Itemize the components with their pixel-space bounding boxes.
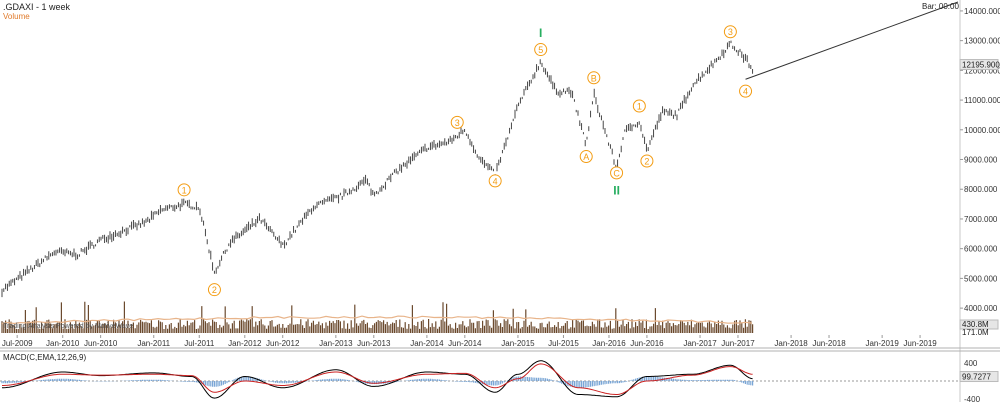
time-tick-label: Jan-2011: [137, 339, 170, 348]
wave-label-text: 2: [212, 285, 217, 295]
macd-panel: 400 -400 99.7277: [1, 359, 999, 404]
time-tick-label: Jan-2012: [228, 339, 262, 348]
price-tick-label: 10000.000: [964, 126, 1000, 135]
price-series: [1, 40, 754, 298]
wave-label-circle: [587, 71, 601, 85]
price-bars: [1, 40, 754, 298]
volume-ma-label: 171.0M: [962, 328, 989, 337]
price-tick-label: 4000.000: [964, 304, 998, 313]
wave-label-circle: [739, 84, 753, 98]
wave-label-circle: [610, 166, 624, 180]
wave-label-text: 5: [538, 45, 543, 55]
time-tick-label: Jun-2014: [448, 339, 482, 348]
price-tick-label: 9000.000: [964, 156, 998, 165]
wave-label-text: 4: [743, 87, 748, 97]
wave-label-text: 4: [493, 176, 498, 186]
volume-bar-series: [1, 301, 754, 333]
wave-label-text: 3: [728, 27, 733, 37]
wave-label-circle: [579, 150, 593, 164]
macd-last-label: 99.7277: [962, 373, 991, 382]
wave-label-circle: [207, 283, 221, 297]
wave-label-text: B: [591, 73, 597, 83]
wave-label-circle: [534, 43, 548, 57]
time-tick-label: Jul-2009: [2, 339, 33, 348]
volume-last-label: 430.8M: [962, 320, 989, 329]
last-price-box: [959, 59, 999, 71]
wave-label-circle: [723, 25, 737, 39]
time-tick-label: Jun-2017: [721, 339, 755, 348]
bar-info: Bar: 00:00: [922, 2, 959, 11]
price-tick-label: 14000.000: [964, 7, 1000, 16]
time-tick-label: Jun-2013: [357, 339, 391, 348]
time-tick-label: Jun-2016: [630, 339, 664, 348]
wave-label-text: 2: [644, 157, 649, 167]
price-tick-label: 8000.000: [964, 185, 998, 194]
time-tick-label: Jun-2010: [84, 339, 118, 348]
time-tick-label: Jan-2015: [501, 339, 535, 348]
projection-line: [745, 1, 959, 80]
price-tick-label: 12000.000: [964, 66, 1000, 75]
wave-labels: 1 2 3 4 5 I A B C II 1 2 3 4: [177, 25, 753, 297]
wave-label-text: 1: [637, 102, 642, 112]
wave-label-text: 3: [455, 118, 460, 128]
wave-label-major: II: [613, 184, 620, 198]
wave-label-text: C: [613, 168, 620, 178]
volume-moving-average: [1, 315, 753, 325]
time-tick-label: Jan-2017: [683, 339, 717, 348]
time-tick-label: Jan-2018: [774, 339, 808, 348]
time-tick-label: Jan-2013: [319, 339, 353, 348]
wave-label-circle: [632, 99, 646, 113]
study-label: Volume: [3, 12, 30, 21]
wave-label-text: 1: [182, 185, 187, 195]
time-tick-label: Jan-2019: [865, 339, 899, 348]
wave-label-major: I: [539, 26, 542, 40]
wave-label-circle: [640, 154, 654, 168]
macd-title: MACD(C,EMA,12,26,9): [3, 353, 87, 362]
time-tick-label: Jan-2016: [592, 339, 626, 348]
watermark: Trading Analysis Powered by MotiveWave: [3, 323, 134, 330]
macd-signal-line: [2, 363, 753, 395]
time-tick-label: Jan-2010: [46, 339, 80, 348]
time-axis: Jul-2009 Jan-2010 Jun-2010 Jan-2011 Jul-2011…: [2, 335, 937, 348]
price-axis: 14000.000 13000.000 12000.000 11000.000 1000…: [959, 7, 1000, 313]
price-tick-label: 7000.000: [964, 215, 998, 224]
wave-label-circle: [488, 174, 502, 188]
volume-last-box: [959, 319, 999, 330]
macd-tick-label: -400: [964, 395, 981, 402]
wave-label-circle: [450, 115, 464, 129]
chart-title: .GDAXI - 1 week: [3, 2, 71, 12]
time-tick-label: Jul-2015: [548, 339, 579, 348]
macd-tick-label: 400: [964, 359, 978, 368]
price-tick-label: 11000.000: [964, 96, 1000, 105]
time-tick-label: Jun-2012: [266, 339, 300, 348]
price-tick-label: 6000.000: [964, 245, 998, 254]
price-tick-label: 5000.000: [964, 274, 998, 283]
time-tick-label: Jun-2019: [903, 339, 937, 348]
time-tick-label: Jun-2018: [812, 339, 846, 348]
wave-projection-line: [745, 1, 959, 80]
macd-last-box: [959, 371, 999, 383]
time-tick-label: Jan-2014: [410, 339, 444, 348]
wave-label-circle: [177, 183, 191, 197]
price-tick-label: 13000.000: [964, 37, 1000, 46]
last-price-label: 12195.900: [962, 61, 1000, 70]
macd-histogram: [1, 376, 754, 388]
wave-label-text: A: [583, 152, 589, 162]
time-tick-label: Jul-2011: [184, 339, 215, 348]
